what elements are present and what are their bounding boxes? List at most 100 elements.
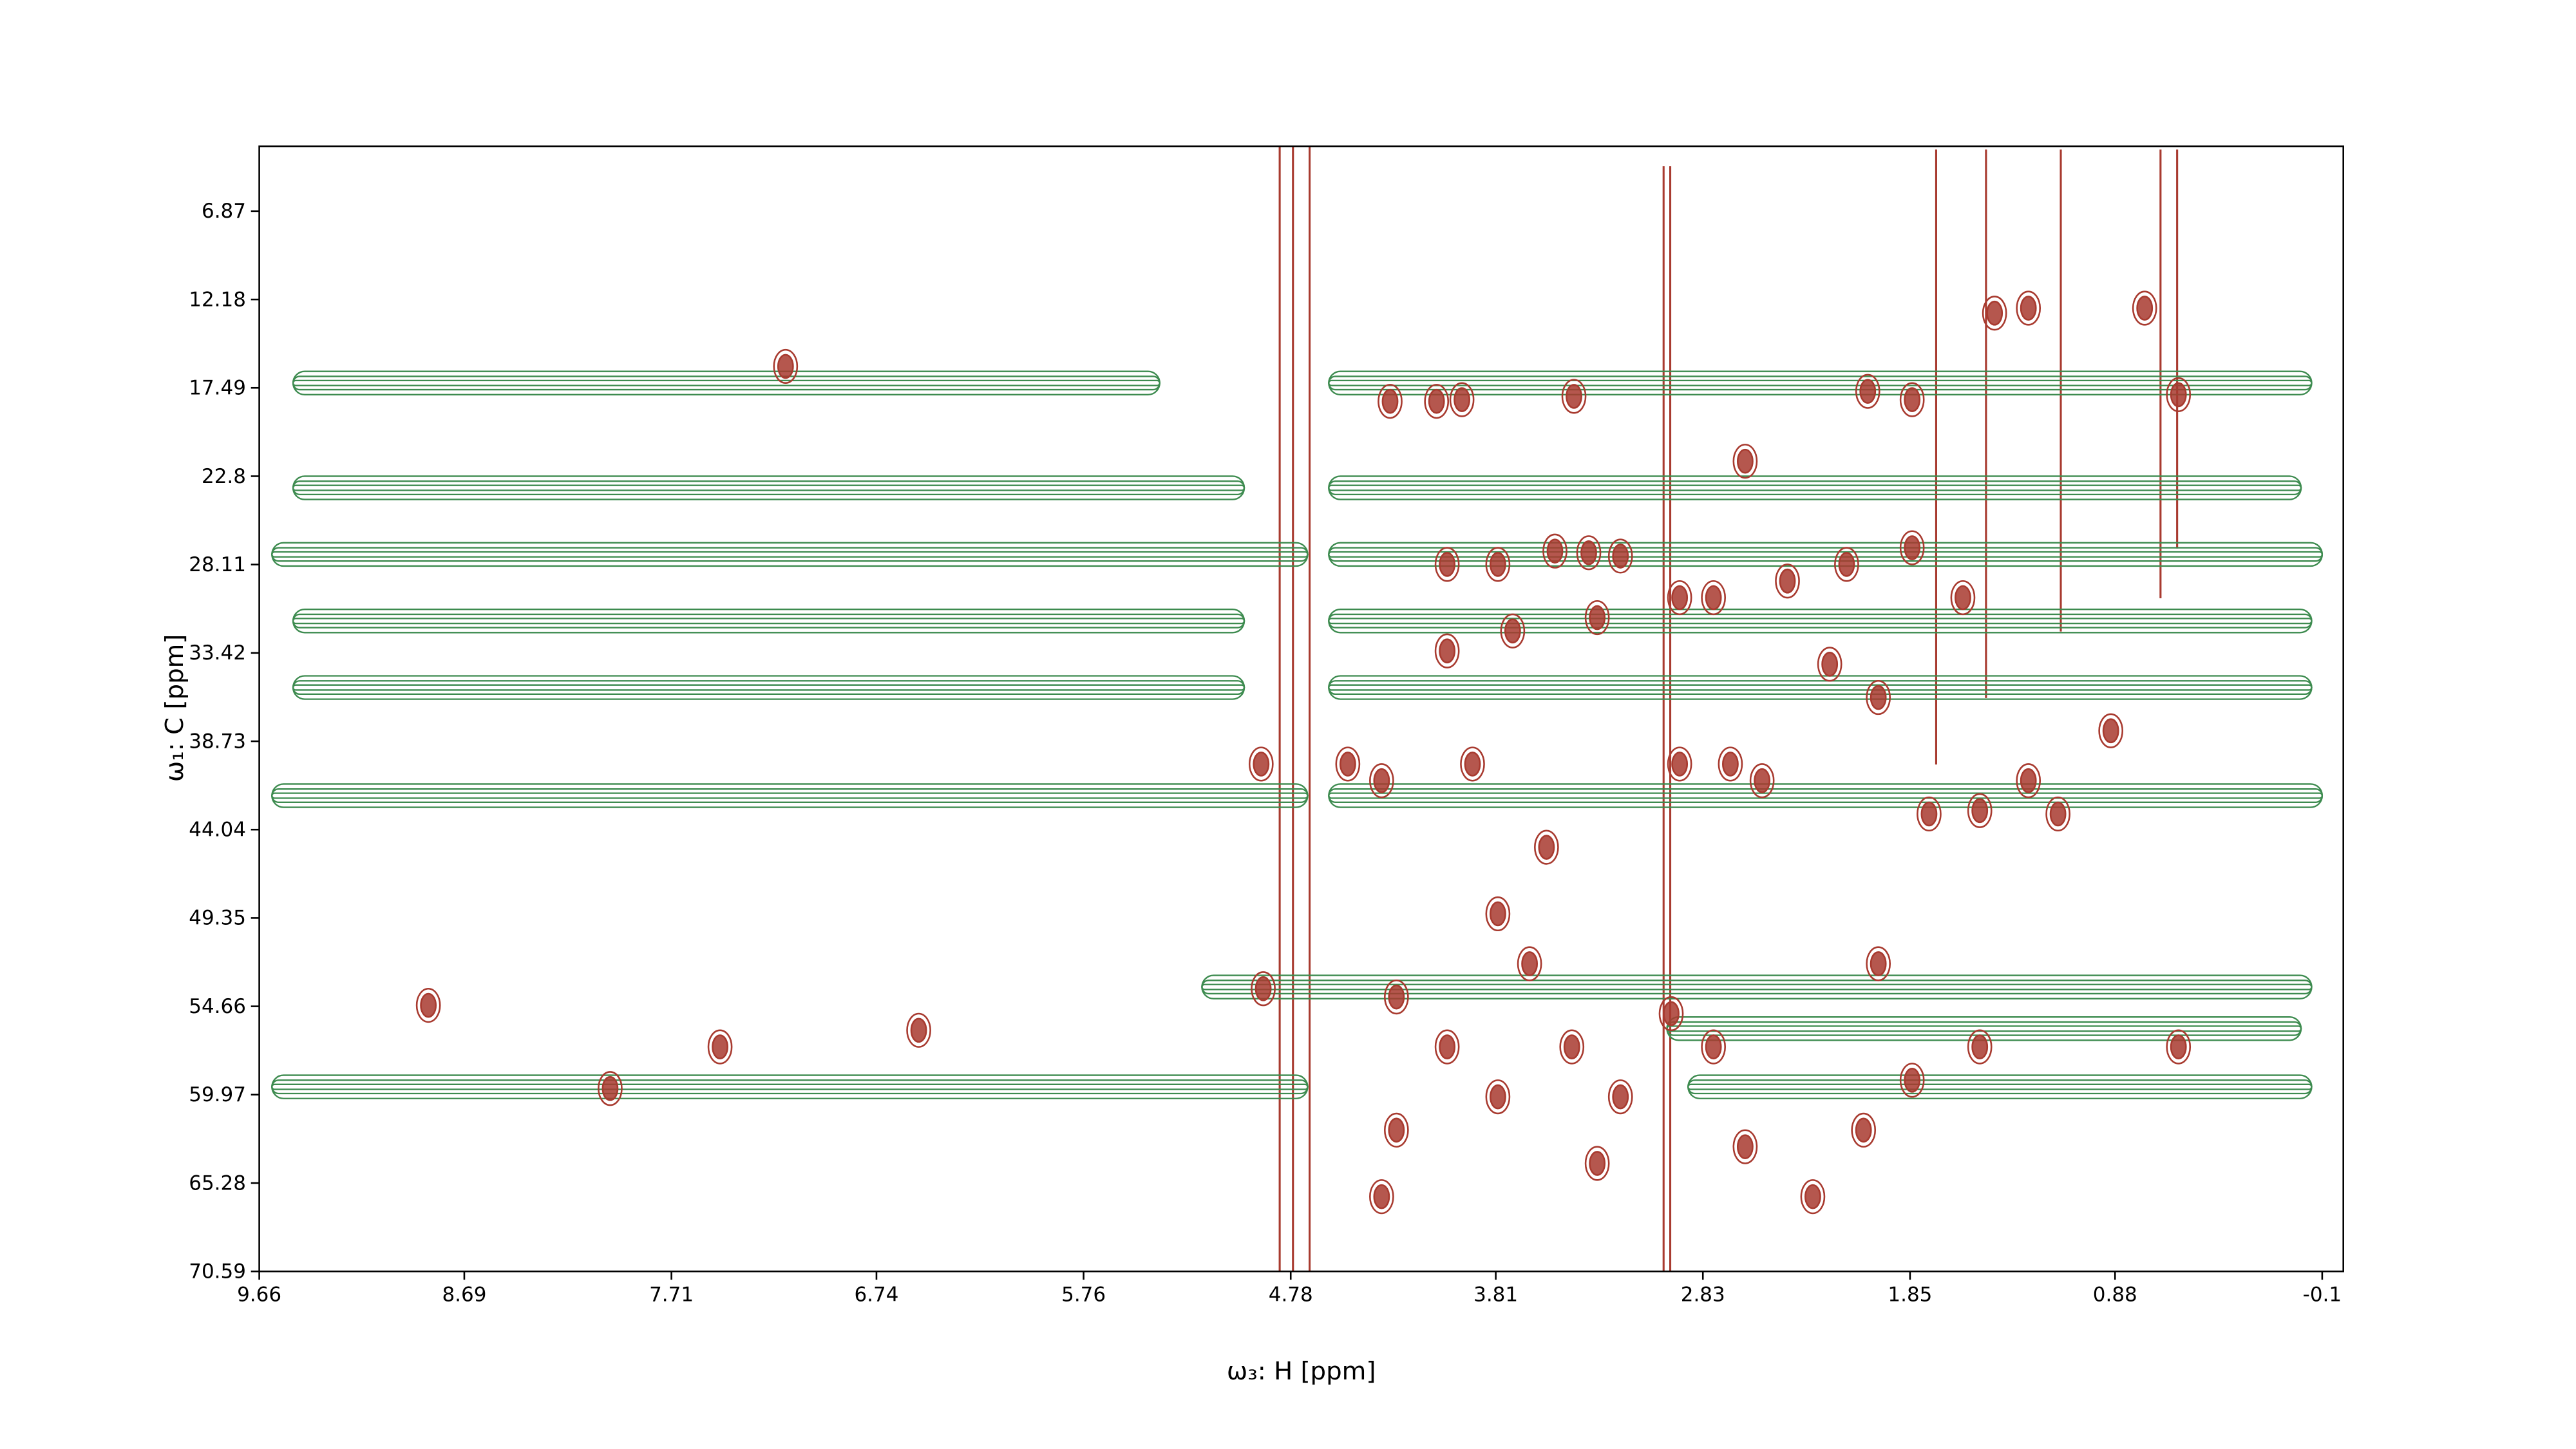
- streak-contour: [271, 551, 1309, 558]
- streak-contour: [1666, 1021, 2302, 1036]
- y-tick-label: 33.42: [189, 641, 246, 665]
- peak-contour: [773, 348, 799, 384]
- streak-contour: [1328, 375, 2313, 391]
- peak-contour: [1607, 538, 1633, 574]
- peak-contour: [1701, 1029, 1727, 1065]
- peak-contour: [1955, 585, 1971, 611]
- peak-contour: [1663, 1001, 1680, 1027]
- streak-contour: [1328, 370, 2313, 395]
- peak-contour: [1369, 763, 1394, 799]
- streak-contour: [271, 788, 1309, 803]
- peak-contour: [1967, 1029, 1993, 1065]
- streak-contour: [292, 484, 1245, 491]
- peak-contour: [1383, 1112, 1409, 1148]
- peak-contour: [1454, 387, 1470, 412]
- peak-contour: [1546, 538, 1564, 564]
- peak-contour: [2166, 377, 2192, 412]
- peak-contour: [1607, 1079, 1633, 1115]
- peak-contour: [1517, 946, 1542, 981]
- peak-contour: [1373, 768, 1390, 793]
- peak-contour: [1671, 585, 1689, 611]
- peak-contour: [1563, 1034, 1580, 1060]
- streak-contour: [292, 375, 1160, 391]
- streak-contour: [1328, 675, 2313, 700]
- peak-contour: [1439, 1034, 1456, 1060]
- x-tick-label: 4.78: [1269, 1283, 1313, 1307]
- peak-contour: [1967, 793, 1993, 828]
- peak-contour: [2020, 768, 2037, 793]
- peak-contour: [2016, 290, 2041, 326]
- y-tick-label: 38.73: [189, 730, 246, 753]
- peak-contour: [1851, 1112, 1877, 1148]
- peak-contour: [1817, 647, 1842, 682]
- peak-contour: [1584, 600, 1610, 636]
- peak-contour: [2102, 718, 2119, 744]
- peak-contour: [1542, 533, 1567, 569]
- peak-contour: [1732, 1129, 1758, 1164]
- peak-contour: [910, 1018, 927, 1043]
- y-tick-label: 70.59: [189, 1260, 246, 1283]
- peak-contour: [1736, 448, 1754, 474]
- peak-contour: [1538, 835, 1555, 860]
- y-tick-label: 12.18: [189, 288, 246, 311]
- peak-contour: [1253, 752, 1270, 777]
- peak-contour: [1424, 384, 1450, 419]
- peak-contour: [1576, 535, 1602, 571]
- peak-contour: [1248, 746, 1274, 782]
- peak-contour: [1749, 763, 1775, 799]
- peak-contour: [1754, 768, 1771, 793]
- streak-contour: [292, 675, 1245, 700]
- streak-contour: [292, 618, 1245, 625]
- peak-contour: [1388, 984, 1405, 1010]
- peak-contour: [1920, 801, 1938, 827]
- y-tick-label: 65.28: [189, 1171, 246, 1195]
- peak-contour: [1335, 746, 1361, 782]
- peak-contour: [1658, 996, 1684, 1032]
- peak-contour: [1485, 547, 1511, 582]
- peak-contour: [1449, 382, 1475, 417]
- peak-contour: [1904, 535, 1921, 560]
- streak-contour: [292, 684, 1245, 691]
- streak-contour: [1201, 983, 2313, 990]
- peak-contour: [2020, 296, 2037, 321]
- peak-contour: [2136, 296, 2154, 321]
- peak-contour: [1866, 946, 1891, 981]
- streak-contour: [292, 370, 1160, 395]
- y-tick-label: 22.8: [202, 465, 246, 488]
- peak-contour: [1251, 971, 1276, 1007]
- peak-contour: [1485, 896, 1511, 932]
- peak-contour: [1584, 1146, 1610, 1181]
- x-tick-label: 2.83: [1681, 1283, 1725, 1307]
- peak-contour: [1821, 652, 1839, 677]
- streak-contour: [1328, 783, 2324, 808]
- streak-contour: [1687, 1079, 2313, 1095]
- streak-contour: [271, 1074, 1309, 1099]
- x-tick-label: 1.85: [1888, 1283, 1932, 1307]
- peak-contour: [1460, 746, 1485, 782]
- y-tick-label: 28.11: [189, 553, 246, 576]
- peak-contour: [1834, 547, 1859, 582]
- streak-contour: [1201, 974, 2313, 999]
- peak-contour: [1701, 580, 1727, 616]
- peak-contour: [2170, 1034, 2187, 1060]
- streak-contour: [1328, 684, 2313, 691]
- peak-contour: [1559, 1029, 1585, 1065]
- peak-contour: [1971, 798, 1989, 824]
- peak-contour: [1383, 980, 1409, 1015]
- peak-contour: [1381, 388, 1399, 414]
- y-tick-label: 59.97: [189, 1083, 246, 1106]
- peak-contour: [1434, 547, 1460, 582]
- streak-contour: [1328, 484, 2302, 491]
- peak-contour: [1667, 746, 1692, 782]
- streak-contour: [271, 783, 1309, 808]
- peak-contour: [2132, 290, 2157, 326]
- peak-contour: [601, 1075, 619, 1101]
- streak-contour: [1328, 792, 2324, 799]
- peak-contour: [1855, 1117, 1872, 1143]
- peak-contour: [1899, 1063, 1925, 1098]
- streak-contour: [271, 1083, 1309, 1090]
- streak-contour: [1666, 1025, 2302, 1032]
- peak-contour: [712, 1034, 728, 1060]
